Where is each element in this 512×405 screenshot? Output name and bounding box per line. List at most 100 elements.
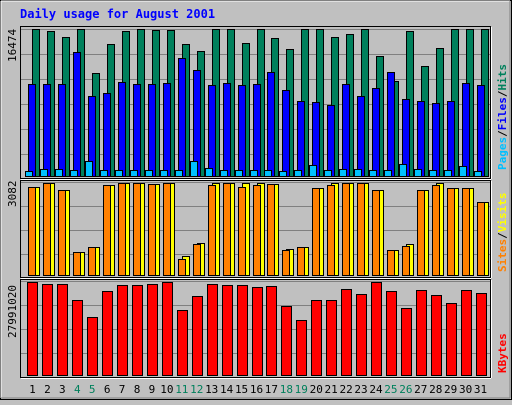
bar-pages-day-20 <box>309 165 317 177</box>
bar-sites-day-21 <box>327 185 335 276</box>
bar-files-day-30 <box>462 83 470 177</box>
legend-sep-1: / <box>496 130 509 137</box>
bar-sites-day-9 <box>148 184 156 276</box>
bar-sites-day-14 <box>223 183 231 276</box>
bar-files-day-21 <box>327 105 335 177</box>
x-tick-label-day-11: 11 <box>175 383 188 396</box>
bar-kbytes-day-11 <box>177 310 188 376</box>
bar-kbytes-day-20 <box>311 300 322 376</box>
legend-visits: Visits <box>496 193 509 233</box>
bar-files-day-7 <box>118 82 126 177</box>
bar-sites-day-25 <box>387 250 395 276</box>
bar-files-day-24 <box>372 88 380 177</box>
bar-sites-day-11 <box>178 259 186 276</box>
bar-kbytes-day-25 <box>386 291 397 376</box>
bar-kbytes-day-7 <box>117 285 128 376</box>
bar-kbytes-day-9 <box>147 284 158 376</box>
bar-files-day-25 <box>387 72 395 177</box>
bar-pages-day-2 <box>40 169 48 177</box>
x-tick-label-day-31: 31 <box>474 383 487 396</box>
bar-kbytes-day-28 <box>431 295 442 376</box>
x-tick-label-day-24: 24 <box>369 383 383 396</box>
x-tick-label-day-13: 13 <box>205 383 218 396</box>
x-tick-label-day-19: 19 <box>295 383 308 396</box>
bar-pages-day-22 <box>339 169 347 177</box>
x-tick-label-day-23: 23 <box>354 383 367 396</box>
x-tick-label-day-4: 4 <box>74 383 81 396</box>
bar-kbytes-day-14 <box>222 285 233 376</box>
bar-sites-day-28 <box>432 185 440 276</box>
bar-kbytes-day-16 <box>252 287 263 376</box>
bar-sites-day-23 <box>357 183 365 276</box>
bar-pages-day-8 <box>130 170 138 177</box>
x-tick-label-day-14: 14 <box>220 383 234 396</box>
bar-sites-day-5 <box>88 247 96 276</box>
x-tick-label-day-8: 8 <box>134 383 141 396</box>
bar-pages-day-24 <box>369 170 377 177</box>
bar-pages-day-30 <box>459 166 467 177</box>
bar-sites-day-24 <box>372 190 380 276</box>
x-tick-label-day-21: 21 <box>325 383 338 396</box>
x-tick-label-day-16: 16 <box>250 383 263 396</box>
x-tick-label-day-3: 3 <box>59 383 66 396</box>
bar-files-day-14 <box>223 83 231 177</box>
bar-files-day-31 <box>477 85 485 177</box>
kbytes-panel-frame <box>20 279 491 378</box>
chart-title: Daily usage for August 2001 <box>20 7 215 21</box>
bar-files-day-8 <box>133 84 141 177</box>
bar-kbytes-day-27 <box>416 290 427 376</box>
bar-files-day-3 <box>58 84 66 177</box>
bar-files-day-22 <box>342 84 350 177</box>
bar-sites-day-18 <box>282 250 290 276</box>
bar-pages-day-19 <box>294 170 302 177</box>
bar-pages-day-9 <box>145 170 153 177</box>
bar-kbytes-day-1 <box>27 282 38 376</box>
bar-pages-day-13 <box>205 168 213 177</box>
bar-kbytes-day-15 <box>237 285 248 376</box>
bar-sites-day-6 <box>103 185 111 276</box>
x-tick-label-day-30: 30 <box>459 383 472 396</box>
bar-sites-day-1 <box>28 187 36 276</box>
x-tick-label-day-10: 10 <box>160 383 173 396</box>
bar-kbytes-day-18 <box>281 306 292 376</box>
bar-pages-day-29 <box>444 170 452 177</box>
x-tick-label-day-6: 6 <box>104 383 111 396</box>
bar-sites-day-31 <box>477 202 485 276</box>
x-tick-label-day-9: 9 <box>149 383 156 396</box>
bar-sites-day-7 <box>118 183 126 276</box>
bar-files-day-4 <box>73 52 81 177</box>
bar-sites-day-20 <box>312 188 320 276</box>
bar-kbytes-day-6 <box>102 291 113 376</box>
hits-files-pages-legend: Pages/Files/Hits <box>496 64 509 170</box>
bar-files-day-28 <box>432 103 440 177</box>
bar-sites-day-29 <box>447 188 455 276</box>
x-tick-label-day-17: 17 <box>265 383 278 396</box>
hits-max-label: 16474 <box>6 29 19 62</box>
bar-sites-day-2 <box>43 183 51 276</box>
bar-files-day-29 <box>447 101 455 177</box>
bar-files-day-27 <box>417 101 425 177</box>
bar-files-day-17 <box>267 72 275 177</box>
bar-sites-day-26 <box>402 246 410 276</box>
x-tick-label-day-1: 1 <box>29 383 36 396</box>
x-tick-label-day-12: 12 <box>190 383 203 396</box>
bar-sites-day-13 <box>208 185 216 276</box>
bar-pages-day-4 <box>70 170 78 177</box>
bar-pages-day-5 <box>85 161 93 177</box>
bar-kbytes-day-12 <box>192 296 203 376</box>
kbytes-panel <box>20 279 492 379</box>
x-tick-label-day-25: 25 <box>384 383 397 396</box>
legend-sep-2: / <box>496 90 509 97</box>
chart-bars <box>21 29 490 376</box>
bar-files-day-16 <box>253 84 261 177</box>
bar-files-day-15 <box>238 85 246 177</box>
bar-pages-day-28 <box>429 170 437 177</box>
sites-max-label: 3082 <box>6 181 19 208</box>
bar-sites-day-12 <box>193 244 201 276</box>
legend-sep-3: / <box>496 232 509 239</box>
x-tick-label-day-5: 5 <box>89 383 96 396</box>
bar-kbytes-day-21 <box>326 300 337 376</box>
bar-files-day-23 <box>357 96 365 177</box>
bar-pages-day-31 <box>474 171 482 177</box>
